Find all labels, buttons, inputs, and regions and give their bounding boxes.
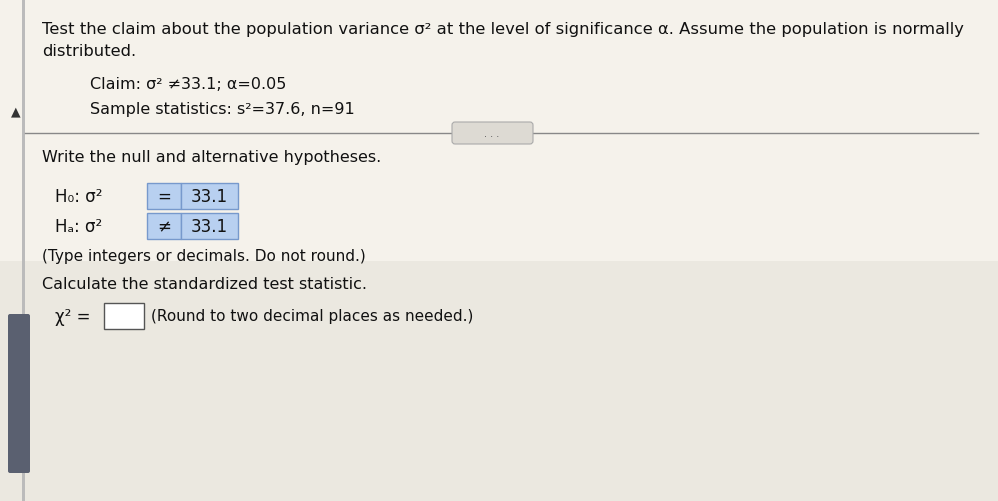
FancyBboxPatch shape — [0, 262, 998, 501]
Text: ▲: ▲ — [11, 105, 21, 118]
FancyBboxPatch shape — [22, 0, 25, 501]
Text: distributed.: distributed. — [42, 44, 136, 59]
Text: Test the claim about the population variance σ² at the level of significance α. : Test the claim about the population vari… — [42, 22, 964, 37]
FancyBboxPatch shape — [147, 213, 181, 239]
Text: ≠: ≠ — [157, 217, 171, 235]
Text: Calculate the standardized test statistic.: Calculate the standardized test statisti… — [42, 277, 367, 292]
FancyBboxPatch shape — [8, 314, 30, 473]
Text: Claim: σ² ≠33.1; α=0.05: Claim: σ² ≠33.1; α=0.05 — [90, 77, 286, 92]
Text: χ² =: χ² = — [55, 308, 91, 325]
FancyBboxPatch shape — [452, 123, 533, 145]
Text: Write the null and alternative hypotheses.: Write the null and alternative hypothese… — [42, 150, 381, 165]
FancyBboxPatch shape — [181, 184, 238, 209]
FancyBboxPatch shape — [0, 0, 998, 262]
Text: 33.1: 33.1 — [191, 217, 229, 235]
Text: 33.1: 33.1 — [191, 188, 229, 205]
Text: H₀: σ²: H₀: σ² — [55, 188, 103, 205]
FancyBboxPatch shape — [181, 213, 238, 239]
FancyBboxPatch shape — [104, 304, 144, 329]
Text: . . .: . . . — [484, 129, 500, 139]
Text: =: = — [157, 188, 171, 205]
Text: (Type integers or decimals. Do not round.): (Type integers or decimals. Do not round… — [42, 248, 365, 264]
Text: Hₐ: σ²: Hₐ: σ² — [55, 217, 102, 235]
Text: Sample statistics: s²=37.6, n=91: Sample statistics: s²=37.6, n=91 — [90, 102, 354, 117]
Text: (Round to two decimal places as needed.): (Round to two decimal places as needed.) — [151, 309, 473, 324]
FancyBboxPatch shape — [147, 184, 181, 209]
